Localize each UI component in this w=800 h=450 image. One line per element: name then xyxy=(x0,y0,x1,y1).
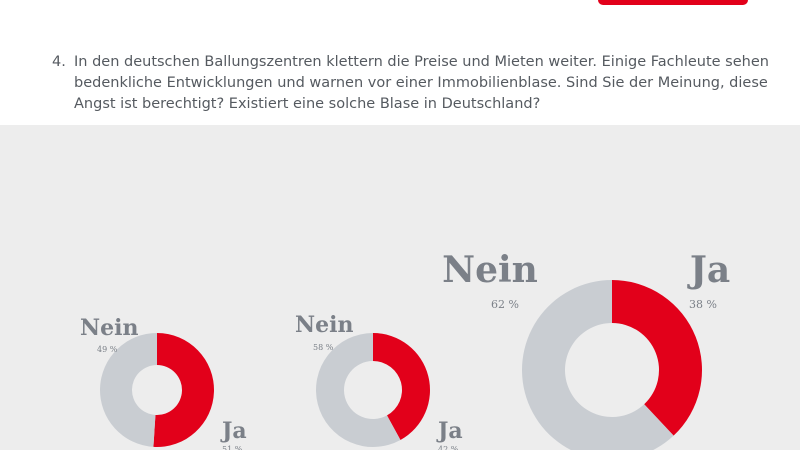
value-label: 51 % xyxy=(222,445,243,450)
donut-slice xyxy=(153,333,215,448)
category-label: Nein xyxy=(295,312,353,338)
category-label: Ja xyxy=(220,418,247,444)
donut-slice xyxy=(373,333,431,440)
donut-slice xyxy=(316,333,401,448)
category-label: Nein xyxy=(442,249,538,291)
value-label: 62 % xyxy=(491,298,519,311)
donut-slice xyxy=(100,333,157,447)
question-number: 4. xyxy=(52,54,66,70)
category-label: Nein xyxy=(80,315,138,341)
header-accent xyxy=(598,0,748,5)
question: 4. In den deutschen Ballungszentren klet… xyxy=(52,52,792,115)
question-text: In den deutschen Ballungszentren kletter… xyxy=(74,54,769,112)
value-label: 42 % xyxy=(438,445,459,450)
value-label: 58 % xyxy=(313,343,334,352)
value-label: 38 % xyxy=(689,298,717,311)
category-label: Ja xyxy=(436,418,463,444)
donut-slice xyxy=(612,280,703,436)
donut-slice xyxy=(522,280,674,450)
value-label: 49 % xyxy=(97,345,118,354)
category-label: Ja xyxy=(687,249,730,291)
